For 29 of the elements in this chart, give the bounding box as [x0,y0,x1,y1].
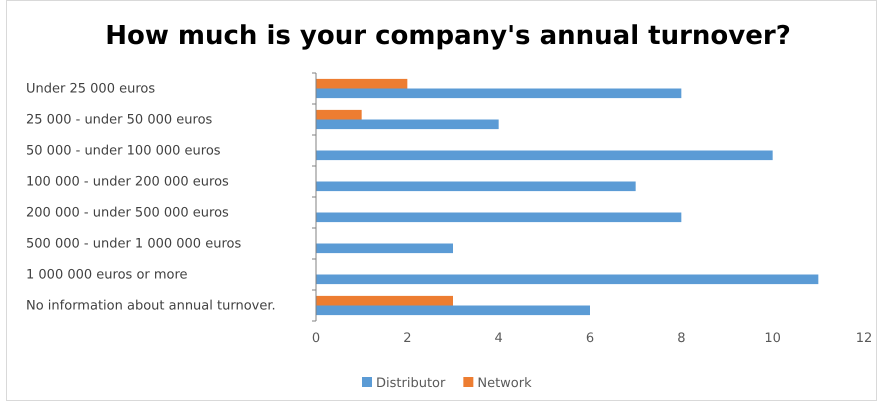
bar [316,244,453,254]
bar [316,182,636,192]
legend-label: Network [477,376,532,391]
bar [316,212,682,222]
y-tick-label: 1 000 000 euros or more [26,268,188,283]
bar [316,274,818,284]
bar [316,88,682,98]
y-tick-label: 200 000 - under 500 000 euros [26,206,230,221]
bar [316,306,590,316]
y-tick-label: 50 000 - under 100 000 euros [26,144,221,159]
bar [316,150,773,160]
y-tick-label: No information about annual turnover. [26,298,276,314]
legend-label: Distributor [376,376,446,391]
chart-title: How much is your company's annual turnover? [105,21,791,51]
y-tick-label: Under 25 000 euros [26,82,156,97]
bar [316,78,408,88]
x-tick-label: 0 [312,331,320,346]
bar [316,120,499,130]
y-tick-label: 25 000 - under 50 000 euros [26,112,213,128]
x-tick-label: 10 [764,331,781,346]
y-tick-label: 500 000 - under 1 000 000 euros [26,236,242,252]
bar [316,296,453,306]
x-tick-label: 2 [403,331,412,346]
y-tick-label: 100 000 - under 200 000 euros [26,174,230,190]
x-tick-label: 4 [494,331,503,346]
x-tick-label: 6 [586,331,594,346]
x-tick-label: 12 [856,331,872,346]
bar [316,110,362,120]
x-tick-label: 8 [677,331,686,346]
